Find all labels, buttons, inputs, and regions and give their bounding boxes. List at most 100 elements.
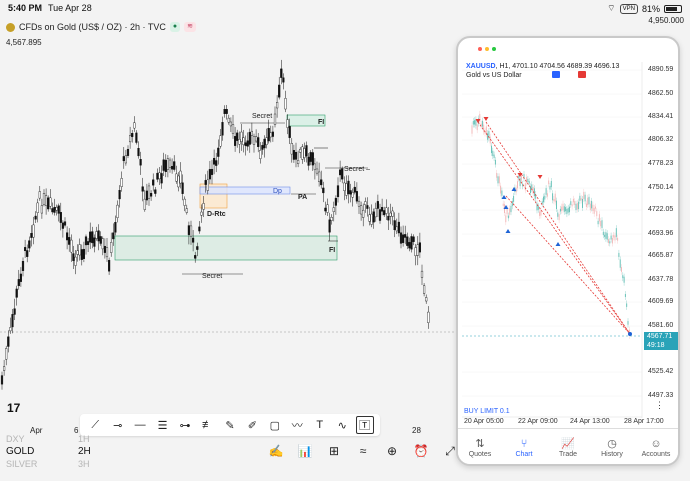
- candle-body: [406, 236, 409, 246]
- rectangle-tool-icon[interactable]: ▢: [269, 419, 281, 432]
- trendline-tool-icon[interactable]: ⟋: [91, 418, 100, 431]
- price-tag-timer: 49:18: [647, 342, 665, 349]
- candle-body: [347, 180, 350, 195]
- phone-candle-body: [557, 212, 559, 217]
- nav-accounts[interactable]: ☺ Accounts: [634, 429, 678, 464]
- phone-candle-body: [517, 181, 518, 189]
- candle-body: [72, 253, 75, 261]
- watchlist-item-gold[interactable]: GOLD 2H: [6, 446, 91, 457]
- buy-arrow-icon: [505, 229, 511, 233]
- text-note-tool-icon[interactable]: 🅃: [355, 416, 374, 434]
- compare-icon[interactable]: ≈: [359, 444, 367, 458]
- phone-trade-line: [477, 121, 631, 335]
- phone-candle-body: [617, 237, 619, 241]
- nav-label: Quotes: [468, 451, 492, 458]
- path-tool-icon[interactable]: 〰: [291, 420, 303, 432]
- status-time: 5:40 PM: [8, 3, 43, 13]
- alert-icon[interactable]: ⏰: [413, 444, 429, 458]
- buy-limit-label[interactable]: BUY LIMIT 0.1: [464, 408, 510, 415]
- battery-level: [666, 6, 678, 11]
- symbol-header[interactable]: CFDs on Gold (US$ / OZ) · 2h · TVC ● ≋: [6, 22, 196, 32]
- candle-body: [200, 211, 203, 216]
- phone-candle-body: [553, 198, 555, 202]
- phone-candle-body: [558, 214, 560, 221]
- phone-chart[interactable]: [458, 38, 678, 466]
- candle-body: [339, 169, 342, 176]
- candle-body: [47, 197, 50, 210]
- candle-body: [324, 207, 327, 212]
- phone-candle-body: [543, 196, 544, 203]
- buy-arrow-icon: [503, 205, 509, 209]
- market-status-badge[interactable]: ●: [169, 22, 181, 32]
- phone-y-label: 4862.50: [648, 90, 674, 97]
- candle-body: [416, 244, 419, 256]
- phone-symbol: XAUUSD: [466, 63, 496, 70]
- nav-chart[interactable]: ⑂ Chart: [502, 429, 546, 464]
- nav-quotes[interactable]: ⇅ Quotes: [458, 429, 502, 464]
- buy-icon[interactable]: [578, 71, 586, 78]
- candle-body: [320, 179, 323, 186]
- main-chart[interactable]: CFDs on Gold (US$ / OZ) · 2h · TVC ● ≋ 4…: [0, 16, 690, 481]
- indicators-icon[interactable]: 📊: [297, 444, 313, 458]
- text-tool-icon[interactable]: T: [316, 419, 324, 431]
- candle-body: [315, 168, 319, 174]
- annotation-secret-top: Secret: [252, 113, 272, 120]
- candle-body: [202, 203, 205, 210]
- phone-candle-body: [622, 275, 624, 279]
- close-dot-icon[interactable]: [478, 47, 482, 51]
- curve-tool-icon[interactable]: ∿: [337, 419, 347, 432]
- dp-zone: [199, 186, 291, 195]
- status-bar: 5:40 PM Tue Apr 28 ⌔ VPN 81%: [0, 0, 690, 16]
- draw-icon[interactable]: ✍: [268, 444, 284, 458]
- parallel-channel-tool-icon[interactable]: ≢: [201, 419, 213, 431]
- candle-body: [70, 239, 73, 253]
- phone-x-label: 22 Apr 09:00: [518, 418, 558, 425]
- candle-body: [28, 240, 31, 249]
- more-icon[interactable]: ⋮: [655, 400, 664, 410]
- fullscreen-icon[interactable]: ⤢: [445, 444, 455, 458]
- candle-body: [328, 219, 331, 233]
- candle-body: [179, 170, 182, 184]
- ray-tool-icon[interactable]: ⊸: [113, 419, 123, 432]
- phone-mt5-window[interactable]: XAUUSD, H1, 4701.10 4704.56 4689.39 4696…: [456, 36, 680, 466]
- status-indicators: ⌔ VPN 81%: [607, 3, 682, 14]
- phone-candle-body: [498, 176, 500, 184]
- fib-extension-tool-icon[interactable]: ⊶: [179, 419, 191, 432]
- wave-badge[interactable]: ≋: [184, 22, 196, 32]
- phone-y-label: 4693.96: [648, 230, 674, 237]
- minimize-dot-icon[interactable]: [485, 47, 489, 51]
- phone-candle-body: [487, 133, 489, 140]
- phone-candle-body: [561, 206, 563, 211]
- phone-candle-body: [522, 183, 524, 187]
- tradingview-logo[interactable]: 17: [7, 401, 21, 415]
- phone-candle-body: [627, 321, 629, 325]
- phone-candle-body: [536, 203, 538, 211]
- sell-icon[interactable]: [552, 71, 560, 78]
- candle-body: [110, 242, 113, 253]
- fib-retracement-tool-icon[interactable]: ☰: [157, 419, 168, 432]
- add-symbol-icon[interactable]: ⊕: [386, 444, 398, 458]
- layout-icon[interactable]: ⊞: [328, 444, 340, 458]
- sell-arrow-icon: [475, 119, 481, 123]
- nav-trade[interactable]: 📈 Trade: [546, 429, 590, 464]
- phone-candle-body: [608, 239, 609, 243]
- nav-history[interactable]: ◷ History: [590, 429, 634, 464]
- watchlist-item-silver[interactable]: SILVER 3H: [6, 459, 90, 469]
- watchlist-item-dxy[interactable]: DXY 1H: [6, 434, 90, 444]
- brush-tool-icon[interactable]: ✎: [225, 419, 235, 432]
- candlestick-chart[interactable]: Secret Secret – Secret FI FI Dp PA D-Rtc: [0, 16, 690, 481]
- candle-body: [355, 191, 358, 202]
- candle-body: [252, 136, 256, 145]
- candle-body: [410, 236, 413, 250]
- phone-candle-body: [592, 204, 594, 212]
- candle-body: [82, 248, 85, 259]
- candle-body: [271, 131, 274, 137]
- maximize-dot-icon[interactable]: [492, 47, 496, 51]
- phone-candle-body: [580, 198, 582, 201]
- pen-tool-icon[interactable]: ✐: [247, 419, 257, 432]
- candle-body: [185, 208, 188, 213]
- candle-body: [427, 311, 430, 323]
- phone-candle-body: [597, 220, 599, 225]
- phone-candle-body: [572, 198, 574, 203]
- horizontal-line-tool-icon[interactable]: —: [134, 419, 146, 431]
